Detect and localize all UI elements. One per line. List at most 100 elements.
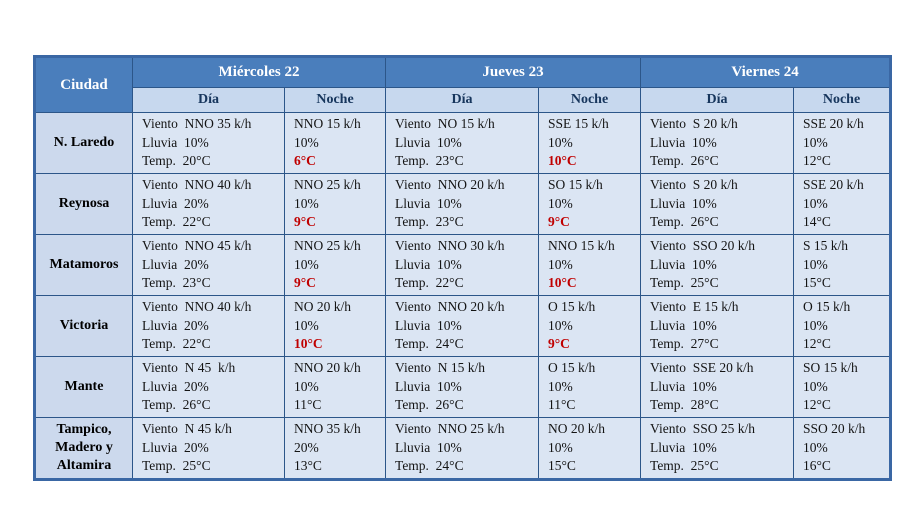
wind-line: SO 15 k/h	[548, 177, 603, 193]
day-header-row: Ciudad Miércoles 22 Jueves 23 Viernes 24	[34, 56, 892, 113]
rain-line: Lluvia 20%	[142, 195, 209, 211]
temp-line: Temp. 26°C	[650, 153, 719, 169]
temp-line: Temp. 23°C	[395, 214, 464, 230]
temp-line: 9°C	[294, 214, 316, 230]
rain-line: Lluvia 20%	[142, 378, 209, 394]
temp-line: 9°C	[548, 214, 570, 230]
temp-line: Temp. 24°C	[395, 336, 464, 352]
rain-line: Lluvia 10%	[395, 378, 462, 394]
forecast-cell-day: Viento N 15 k/h Lluvia 10% Temp. 26°C	[385, 356, 540, 418]
wind-line: Viento NNO 25 k/h	[395, 421, 505, 437]
rain-line: Lluvia 20%	[142, 256, 209, 272]
temp-line: 12°C	[803, 336, 831, 352]
forecast-row: Tampico, Madero y Altamira Viento N 45 k/…	[34, 417, 892, 480]
rain-line: Lluvia 20%	[142, 439, 209, 455]
rain-line: 10%	[548, 317, 573, 333]
rain-line: Lluvia 10%	[650, 317, 717, 333]
rain-line: Lluvia 10%	[395, 195, 462, 211]
weather-forecast-table: Ciudad Miércoles 22 Jueves 23 Viernes 24…	[33, 55, 893, 481]
wind-line: SO 15 k/h	[803, 360, 858, 376]
temp-line: Temp. 22°C	[142, 336, 211, 352]
wind-line: Viento SSE 20 k/h	[650, 360, 754, 376]
temp-line: 9°C	[548, 336, 570, 352]
forecast-row: Victoria Viento NNO 40 k/h Lluvia 20% Temp.…	[34, 295, 892, 357]
forecast-cell-night: NNO 35 k/h 20% 13°C	[283, 417, 387, 480]
wind-line: Viento NNO 45 k/h	[142, 238, 252, 254]
forecast-row: N. Laredo Viento NNO 35 k/h Lluvia 10% Temp…	[34, 112, 892, 174]
temp-line: Temp. 25°C	[650, 275, 719, 291]
rain-line: Lluvia 10%	[650, 195, 717, 211]
wind-line: Viento E 15 k/h	[650, 299, 739, 315]
forecast-cell-day: Viento E 15 k/h Lluvia 10% Temp. 27°C	[640, 295, 795, 357]
wind-line: Viento N 45 k/h	[142, 421, 232, 437]
temp-line: 10°C	[548, 275, 577, 291]
forecast-cell-night: S 15 k/h 10% 15°C	[793, 234, 892, 296]
rain-line: 10%	[803, 439, 828, 455]
rain-line: 10%	[548, 439, 573, 455]
forecast-cell-night: NNO 25 k/h 10% 9°C	[283, 173, 387, 235]
wind-line: NO 20 k/h	[548, 421, 606, 437]
wind-line: Viento NO 15 k/h	[395, 116, 495, 132]
forecast-cell-day: Viento NNO 20 k/h Lluvia 10% Temp. 23°C	[385, 173, 540, 235]
wind-line: Viento S 20 k/h	[650, 116, 738, 132]
rain-line: 10%	[294, 195, 319, 211]
subheader-viernes-dia: Día	[640, 87, 795, 113]
rain-line: 10%	[294, 378, 319, 394]
city-name: Victoria	[34, 295, 133, 357]
temp-line: Temp. 22°C	[142, 214, 211, 230]
wind-line: NNO 20 k/h	[294, 360, 361, 376]
city-name: N. Laredo	[34, 112, 133, 174]
forecast-cell-night: SSE 20 k/h 10% 12°C	[793, 112, 892, 174]
rain-line: Lluvia 10%	[395, 134, 462, 150]
temp-line: Temp. 26°C	[650, 214, 719, 230]
forecast-cell-night: O 15 k/h 10% 12°C	[793, 295, 892, 357]
forecast-cell-day: Viento NNO 40 k/h Lluvia 20% Temp. 22°C	[132, 173, 285, 235]
city-name: Tampico, Madero y Altamira	[34, 417, 133, 480]
wind-line: NO 20 k/h	[294, 299, 351, 315]
forecast-cell-day: Viento SSE 20 k/h Lluvia 10% Temp. 28°C	[640, 356, 795, 418]
forecast-cell-night: NNO 25 k/h 10% 9°C	[283, 234, 387, 296]
wind-line: Viento NNO 30 k/h	[395, 238, 505, 254]
rain-line: Lluvia 10%	[650, 378, 717, 394]
rain-line: Lluvia 10%	[650, 439, 717, 455]
wind-line: SSE 20 k/h	[803, 177, 864, 193]
forecast-cell-day: Viento NNO 30 k/h Lluvia 10% Temp. 22°C	[385, 234, 540, 296]
rain-line: 20%	[294, 439, 319, 455]
subheader-jueves-noche: Noche	[538, 87, 642, 113]
temp-line: Temp. 25°C	[142, 458, 211, 474]
wind-line: S 15 k/h	[803, 238, 849, 254]
wind-line: O 15 k/h	[548, 360, 596, 376]
forecast-cell-night: SSO 20 k/h 10% 16°C	[793, 417, 892, 480]
city-name: Mante	[34, 356, 133, 418]
rain-line: 10%	[548, 134, 573, 150]
subheader-viernes-noche: Noche	[793, 87, 892, 113]
rain-line: Lluvia 10%	[395, 439, 462, 455]
rain-line: Lluvia 10%	[650, 256, 717, 272]
forecast-cell-night: SO 15 k/h 10% 9°C	[538, 173, 642, 235]
forecast-cell-night: NNO 15 k/h 10% 6°C	[283, 112, 387, 174]
wind-line: NNO 25 k/h	[294, 177, 361, 193]
forecast-row: Mante Viento N 45 k/h Lluvia 20% Temp. 26°C…	[34, 356, 892, 418]
forecast-cell-day: Viento S 20 k/h Lluvia 10% Temp. 26°C	[640, 173, 795, 235]
rain-line: 10%	[803, 195, 828, 211]
temp-line: 9°C	[294, 275, 316, 291]
forecast-cell-night: NO 20 k/h 10% 15°C	[538, 417, 642, 480]
forecast-cell-day: Viento NNO 25 k/h Lluvia 10% Temp. 24°C	[385, 417, 540, 480]
rain-line: 10%	[548, 378, 573, 394]
forecast-row: Matamoros Viento NNO 45 k/h Lluvia 20% Temp…	[34, 234, 892, 296]
forecast-cell-night: NO 20 k/h 10% 10°C	[283, 295, 387, 357]
temp-line: 10°C	[548, 153, 577, 169]
day-header-miercoles: Miércoles 22	[131, 56, 387, 88]
city-name: Matamoros	[34, 234, 133, 296]
wind-line: NNO 15 k/h	[294, 116, 361, 132]
wind-line: Viento N 15 k/h	[395, 360, 485, 376]
rain-line: Lluvia 10%	[650, 134, 717, 150]
forecast-cell-day: Viento NNO 35 k/h Lluvia 10% Temp. 20°C	[132, 112, 285, 174]
column-header-ciudad: Ciudad	[34, 56, 133, 113]
wind-line: SSE 20 k/h	[803, 116, 864, 132]
forecast-cell-day: Viento NO 15 k/h Lluvia 10% Temp. 23°C	[385, 112, 540, 174]
temp-line: Temp. 24°C	[395, 458, 464, 474]
rain-line: Lluvia 10%	[395, 256, 462, 272]
forecast-cell-day: Viento NNO 40 k/h Lluvia 20% Temp. 22°C	[132, 295, 285, 357]
temp-line: Temp. 23°C	[142, 275, 211, 291]
